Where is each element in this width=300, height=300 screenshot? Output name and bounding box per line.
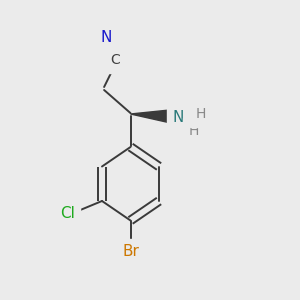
Polygon shape — [130, 110, 171, 123]
Text: N: N — [173, 110, 184, 124]
Text: H: H — [195, 107, 206, 121]
Text: Br: Br — [122, 244, 139, 260]
Text: N: N — [101, 30, 112, 45]
Text: Cl: Cl — [60, 206, 75, 220]
Text: C: C — [111, 53, 120, 67]
Text: H: H — [188, 124, 199, 137]
